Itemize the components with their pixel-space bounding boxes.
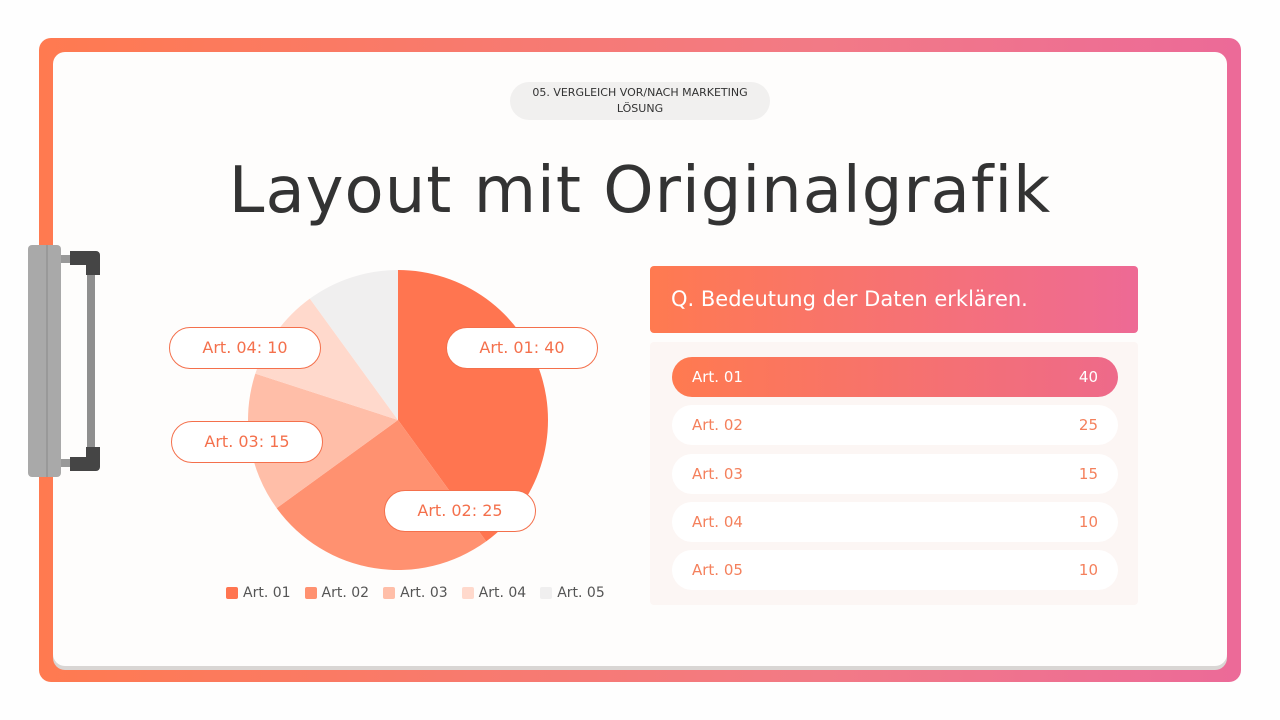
pie-slice-2: [276, 420, 487, 570]
list-item[interactable]: Art. 01 40: [672, 357, 1118, 397]
legend-label: Art. 03: [400, 585, 448, 601]
legend-label: Art. 01: [243, 585, 291, 601]
item-label: Art. 01: [692, 368, 743, 386]
item-value: 25: [1078, 416, 1098, 434]
data-label-art-01: Art. 01: 40: [446, 327, 598, 369]
legend-item: Art. 01: [226, 585, 291, 601]
item-value: 15: [1078, 465, 1098, 483]
chart-legend: Art. 01 Art. 02 Art. 03 Art. 04 Art. 05: [226, 585, 605, 601]
legend-swatch: [226, 587, 238, 599]
legend-item: Art. 04: [461, 585, 527, 601]
data-label-art-02: Art. 02: 25: [384, 490, 536, 532]
section-subtitle: 05. VERGLEICH VOR/NACH MARKETING LÖSUNG: [510, 82, 770, 120]
legend-item: Art. 02: [304, 585, 370, 601]
legend-swatch: [383, 587, 396, 599]
item-label: Art. 04: [692, 513, 743, 531]
legend-swatch: [304, 587, 317, 599]
data-label-art-04: Art. 04: 10: [169, 327, 321, 369]
item-value: 40: [1078, 368, 1098, 386]
item-label: Art. 02: [692, 416, 743, 434]
legend-swatch: [461, 587, 474, 599]
legend-swatch: [540, 587, 553, 599]
list-item[interactable]: Art. 04 10: [672, 502, 1118, 542]
pie-slice-3: [247, 373, 398, 509]
item-value: 10: [1078, 513, 1098, 531]
list-item[interactable]: Art. 03 15: [672, 454, 1118, 494]
data-list: Art. 01 40 Art. 02 25 Art. 03 15 Art. 04 10 …: [650, 342, 1138, 605]
list-item[interactable]: Art. 05 10: [672, 550, 1118, 590]
legend-label: Art. 04: [478, 585, 527, 601]
page-title: Layout mit Originalgrafik: [228, 154, 1052, 228]
legend-item: Art. 03: [383, 585, 448, 601]
panel-header: Q. Bedeutung der Daten erklären.: [650, 266, 1138, 333]
legend-label: Art. 05: [557, 585, 605, 601]
data-label-art-03: Art. 03: 15: [171, 421, 323, 463]
legend-label: Art. 02: [321, 585, 370, 601]
item-label: Art. 03: [692, 465, 743, 483]
item-value: 10: [1078, 561, 1098, 579]
item-label: Art. 05: [692, 561, 743, 579]
pie-slice-5: [309, 270, 398, 420]
clipboard-clip-icon: [28, 245, 100, 477]
legend-item: Art. 05: [540, 585, 605, 601]
list-item[interactable]: Art. 02 25: [672, 405, 1118, 445]
